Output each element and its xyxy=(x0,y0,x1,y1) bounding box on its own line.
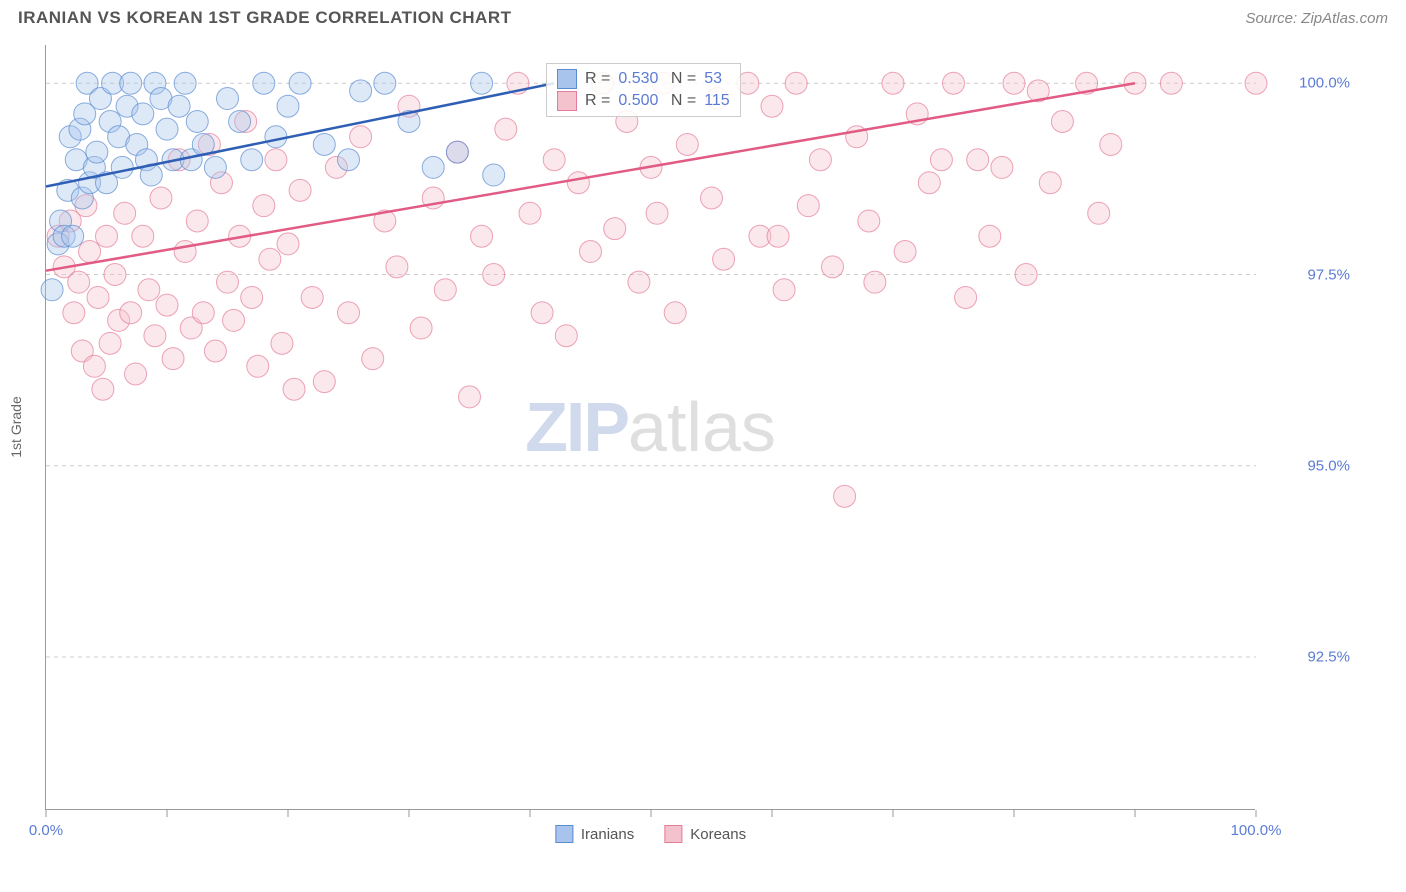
legend-item-1: Koreans xyxy=(664,825,746,843)
legend-swatch-icon xyxy=(664,825,682,843)
plot-area: 1st Grade ZIPatlas R = 0.530 N = 53 R = … xyxy=(45,45,1255,810)
legend-n-label: N = xyxy=(666,70,696,88)
legend-r-label: R = xyxy=(585,70,610,88)
y-axis-label: 1st Grade xyxy=(8,396,24,457)
legend-swatch-icon xyxy=(557,69,577,89)
legend-bottom: Iranians Koreans xyxy=(555,825,746,843)
legend-r-value: 0.500 xyxy=(618,92,658,110)
chart-title: IRANIAN VS KOREAN 1ST GRADE CORRELATION … xyxy=(18,8,511,28)
legend-stats-row-0: R = 0.530 N = 53 xyxy=(557,68,730,90)
legend-n-value: 53 xyxy=(704,70,722,88)
y-tick-label: 100.0% xyxy=(1299,75,1350,92)
legend-n-value: 115 xyxy=(704,92,730,110)
legend-stats-row-1: R = 0.500 N = 115 xyxy=(557,90,730,112)
legend-swatch-icon xyxy=(555,825,573,843)
y-tick-label: 95.0% xyxy=(1307,457,1350,474)
legend-n-label: N = xyxy=(666,92,696,110)
legend-stats-box: R = 0.530 N = 53 R = 0.500 N = 115 xyxy=(546,63,741,117)
x-tick-label: 100.0% xyxy=(1231,822,1282,839)
y-tick-label: 97.5% xyxy=(1307,266,1350,283)
legend-r-value: 0.530 xyxy=(618,70,658,88)
x-tick-label: 0.0% xyxy=(29,822,63,839)
legend-label: Koreans xyxy=(690,826,746,843)
chart-header: IRANIAN VS KOREAN 1ST GRADE CORRELATION … xyxy=(0,0,1406,30)
y-tick-label: 92.5% xyxy=(1307,649,1350,666)
legend-r-label: R = xyxy=(585,92,610,110)
scatter-svg xyxy=(46,45,1255,809)
legend-swatch-icon xyxy=(557,91,577,111)
chart-source: Source: ZipAtlas.com xyxy=(1245,10,1388,27)
legend-label: Iranians xyxy=(581,826,634,843)
legend-item-0: Iranians xyxy=(555,825,634,843)
